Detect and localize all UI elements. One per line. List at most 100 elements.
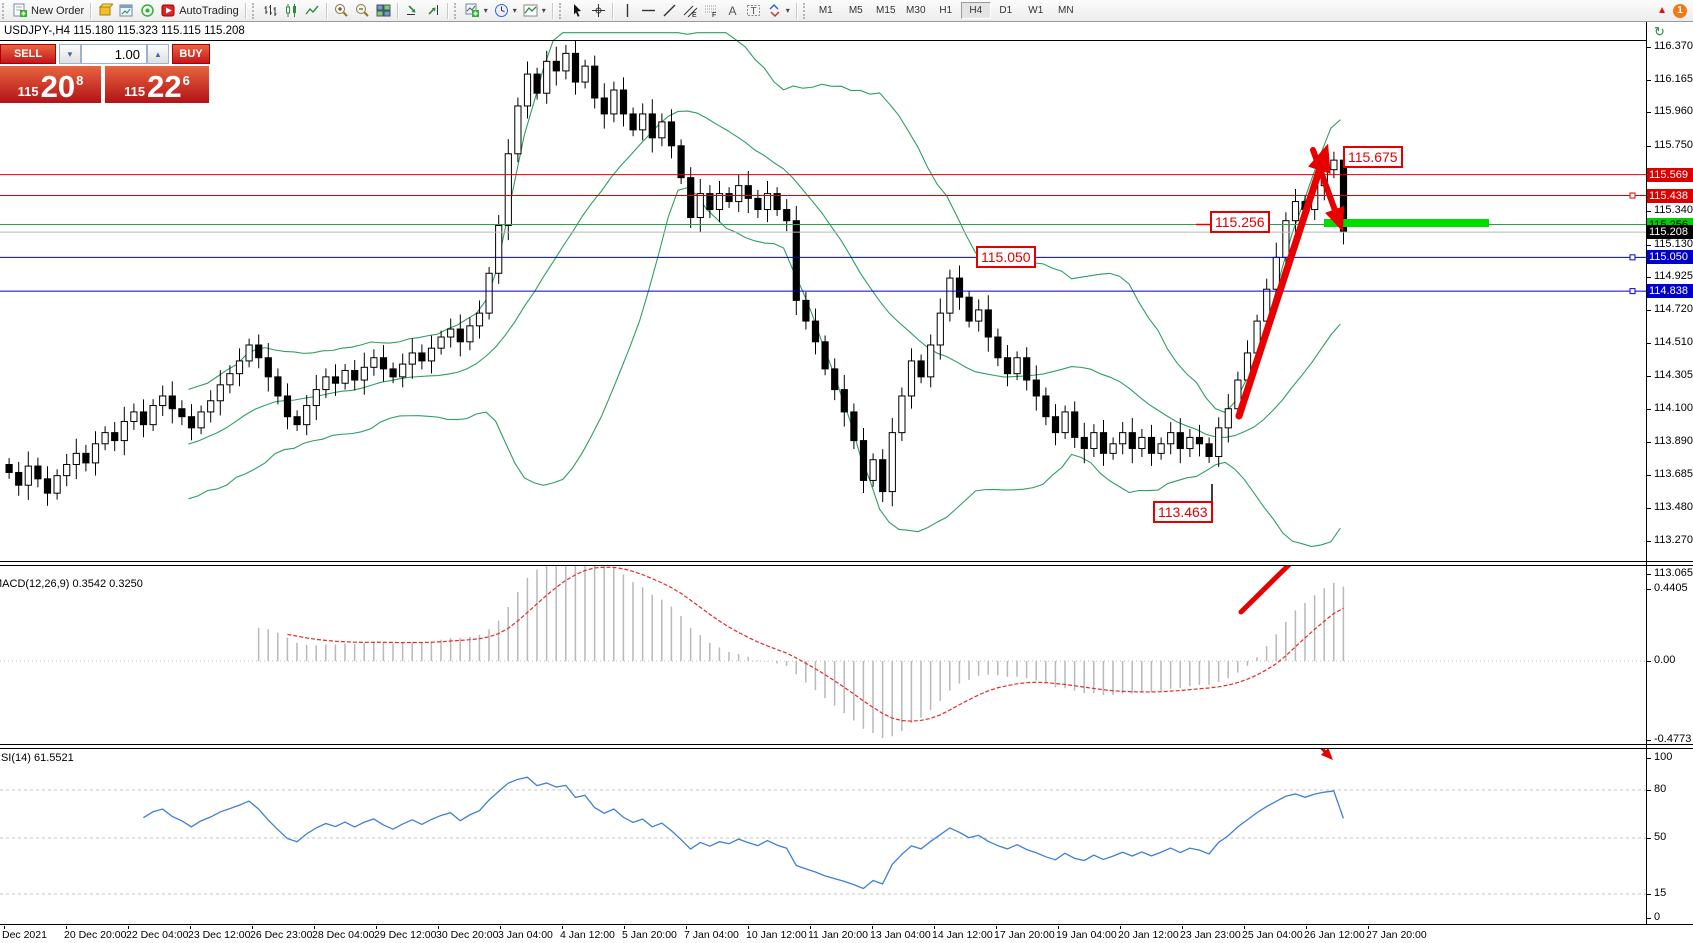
time-tick (66, 926, 67, 929)
timeframe-mn[interactable]: MN (1058, 5, 1074, 16)
trend-arrow[interactable] (1310, 147, 1345, 232)
time-axis-label: 26 Dec 23:00 (250, 929, 313, 941)
support-highlight-bar[interactable] (1324, 219, 1489, 227)
period-button[interactable]: ▾ (491, 1, 520, 20)
signals-button[interactable] (137, 1, 158, 20)
label-tool-button[interactable]: T (743, 1, 764, 20)
axis-tick (1647, 79, 1651, 81)
trend-arrow[interactable] (1235, 143, 1331, 420)
svg-text:T: T (750, 6, 756, 17)
time-tick (438, 926, 439, 929)
time-tick (1244, 926, 1245, 929)
axis-tick (1647, 244, 1651, 246)
timeframe-h1[interactable]: H1 (939, 5, 953, 16)
tile-windows-button[interactable] (373, 1, 394, 20)
text-icon: A (725, 3, 740, 18)
market-watch-button[interactable] (116, 1, 137, 20)
buy-price-display[interactable]: 115 22 6 (105, 66, 209, 103)
zoom-out-button[interactable] (352, 1, 373, 20)
rsi-axis-label: 100 (1654, 751, 1673, 763)
axis-tick (1647, 918, 1651, 919)
volume-input[interactable] (81, 44, 147, 64)
price-level-tag[interactable]: 115.208 (1647, 225, 1693, 240)
new-order-button[interactable]: New Order (10, 1, 87, 20)
toolbar-right-group: ▲ 1 (1657, 3, 1693, 18)
candlestick-button[interactable] (281, 1, 302, 20)
rsi-separator-top[interactable] (0, 744, 1693, 745)
macd-separator-bottom[interactable] (0, 565, 1693, 566)
volume-increment-button[interactable]: ▲ (147, 44, 169, 64)
cursor-tool-button[interactable] (567, 1, 588, 20)
trend-arrow[interactable] (1238, 543, 1311, 615)
new-chart-button[interactable]: ▾ (462, 1, 491, 20)
auto-scroll-button[interactable] (402, 1, 423, 20)
chart-top-border (0, 40, 1646, 41)
timeframe-w1[interactable]: W1 (1028, 5, 1044, 16)
time-tick (562, 926, 563, 929)
price-callout[interactable]: 115.050 (976, 246, 1036, 268)
time-tick (1306, 926, 1307, 929)
rsi-separator-bottom[interactable] (0, 748, 1693, 749)
time-axis-label: 19 Jan 04:00 (1056, 929, 1117, 941)
toolbar-separator (551, 2, 554, 19)
arrows-tool-button[interactable]: ▾ (764, 1, 793, 20)
time-axis-label: 25 Jan 04:00 (1242, 929, 1303, 941)
trendline-tool-button[interactable] (659, 1, 680, 20)
zoom-in-button[interactable] (331, 1, 352, 20)
axis-tick (1647, 661, 1651, 662)
dropdown-arrow-icon: ▾ (483, 6, 488, 15)
time-axis-label: 22 Dec 04:00 (126, 929, 189, 941)
svg-text:F: F (712, 12, 716, 18)
line-chart-icon (305, 3, 320, 18)
timeframe-h4[interactable]: H4 (960, 2, 991, 19)
fibonacci-tool-button[interactable]: F (701, 1, 722, 20)
autotrading-button[interactable]: AutoTrading (158, 1, 242, 20)
price-level-tag[interactable]: 115.569 (1647, 167, 1693, 182)
bar-chart-button[interactable] (260, 1, 281, 20)
time-tick (190, 926, 191, 929)
price-level-tag[interactable]: 115.050 (1647, 250, 1693, 265)
new-chart-icon (465, 3, 480, 18)
volume-decrement-button[interactable]: ▼ (59, 44, 81, 64)
notification-badge[interactable]: 1 (1673, 3, 1687, 18)
horizontal-line-tool-button[interactable] (638, 1, 659, 20)
macd-axis-label: 0.4405 (1654, 582, 1688, 594)
price-axis[interactable]: 116.370116.165115.960115.750115.545115.3… (1647, 22, 1693, 925)
sell-button[interactable]: SELL (0, 44, 56, 64)
level-lines[interactable] (0, 174, 1646, 295)
line-chart-button[interactable] (302, 1, 323, 20)
profiles-button[interactable] (95, 1, 116, 20)
price-callout[interactable]: 113.463 (1153, 501, 1213, 523)
auto-scroll-icon (405, 3, 420, 18)
rsi-axis-label: 80 (1654, 783, 1667, 795)
price-axis-label: 116.165 (1654, 72, 1693, 85)
price-callout[interactable]: 115.675 (1343, 146, 1403, 168)
toolbar-overflow-icon[interactable]: ▲ (1657, 5, 1667, 16)
templates-button[interactable]: ▾ (520, 1, 549, 20)
sell-price-prefix: 115 (17, 84, 39, 99)
timeframe-m15[interactable]: M15 (876, 5, 896, 16)
price-level-tag[interactable]: 114.838 (1647, 284, 1693, 299)
sell-price-display[interactable]: 115 20 8 (0, 66, 101, 103)
timeframe-m1[interactable]: M1 (818, 5, 833, 16)
macd-separator-top[interactable] (0, 561, 1693, 562)
text-tool-button[interactable]: A (722, 1, 743, 20)
vertical-line-tool-button[interactable] (617, 1, 638, 20)
rsi-label: RSI(14) 61.5521 (0, 752, 74, 764)
chart-shift-button[interactable] (423, 1, 444, 20)
price-callout[interactable]: 115.256 (1210, 211, 1270, 233)
buy-button[interactable]: BUY (172, 44, 210, 64)
timeframe-m30[interactable]: M30 (906, 5, 926, 16)
time-axis[interactable]: Dec 2021 20 Dec 20:00 22 Dec 04:00 23 Dec 1… (0, 926, 1646, 943)
macd-histogram (257, 566, 1345, 738)
trend-arrow[interactable] (1298, 723, 1333, 761)
timeframe-m5[interactable]: M5 (848, 5, 863, 16)
chart-sync-icon[interactable]: ↻ (1654, 24, 1665, 39)
axis-tick (1647, 589, 1651, 590)
price-level-tag[interactable]: 115.438 (1647, 188, 1693, 203)
crosshair-tool-button[interactable] (588, 1, 609, 20)
axis-tick (1647, 540, 1651, 542)
timeframe-d1[interactable]: D1 (999, 5, 1013, 16)
equidistant-channel-tool-button[interactable]: E (680, 1, 701, 20)
